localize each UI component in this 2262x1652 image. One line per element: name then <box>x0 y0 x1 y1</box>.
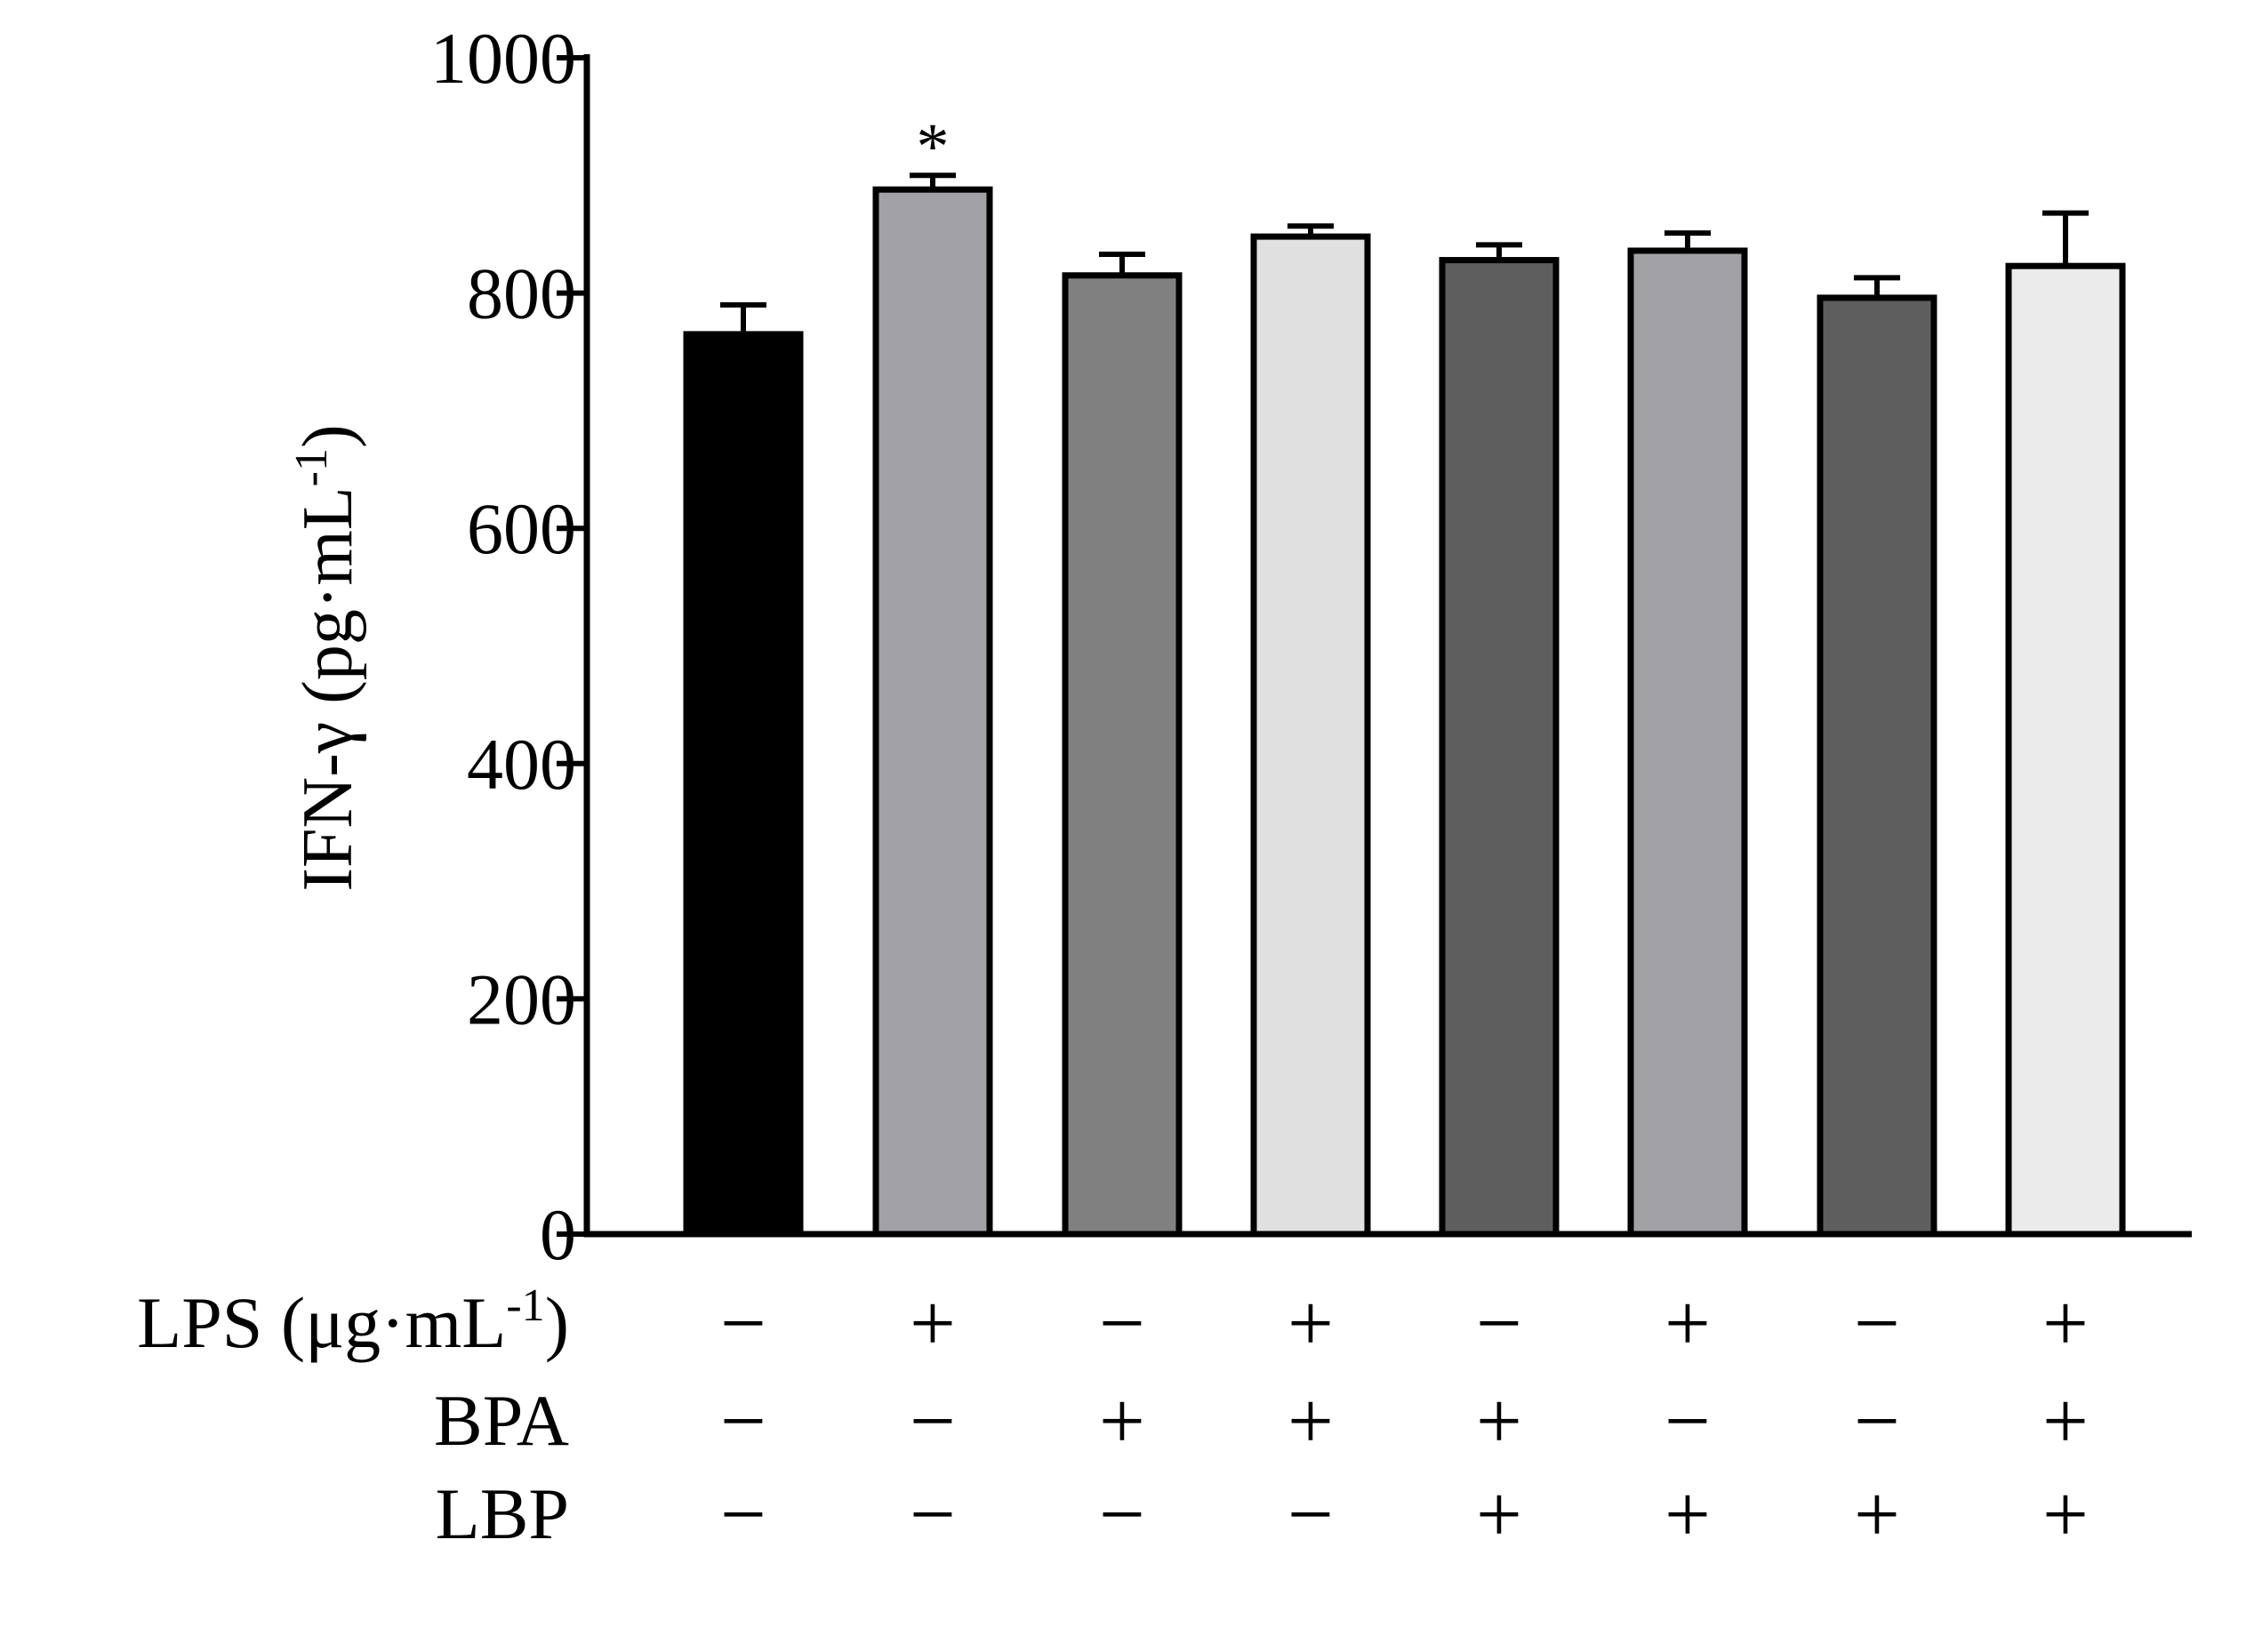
axes <box>557 54 2192 1238</box>
bar-6 <box>1627 247 1748 1238</box>
treatment-label-text: LPS (μg·mL <box>137 1282 506 1363</box>
y-tick-label: 0 <box>540 1194 576 1275</box>
plus-sign: + <box>1287 1278 1334 1368</box>
minus-sign: − <box>720 1469 766 1560</box>
plus-sign: + <box>910 1278 956 1368</box>
treatment-label-superscript: -1 <box>506 1280 544 1331</box>
error-bar-2 <box>910 172 956 190</box>
y-axis-label: IFN-γ (pg·mL-1) <box>286 424 367 891</box>
minus-sign: − <box>720 1278 766 1368</box>
plus-sign: + <box>1664 1469 1711 1560</box>
bars <box>683 186 2126 1238</box>
treatment-row-lbp: LBP − − − − + + + + <box>436 1469 2089 1560</box>
bar-7 <box>1817 294 1937 1238</box>
plus-sign: + <box>1287 1375 1334 1466</box>
y-axis-label-close: ) <box>289 424 367 448</box>
error-bar-6 <box>1664 230 1711 251</box>
error-bar-5 <box>1476 242 1522 261</box>
bar-4 <box>1250 233 1371 1238</box>
treatment-table: LPS (μg·mL-1) − + − + − + − +BPA − − + + + − − +LBP − − − − +… <box>137 1278 2089 1560</box>
error-bar-3 <box>1099 251 1145 276</box>
y-tick-label: 400 <box>467 724 576 805</box>
treatment-label: LBP <box>436 1473 569 1554</box>
y-axis-label-superscript: -1 <box>286 448 337 486</box>
treatment-row-lps: LPS (μg·mL-1) − + − + − + − + <box>137 1278 2089 1368</box>
y-tick-label: 600 <box>467 488 576 569</box>
minus-sign: − <box>910 1375 956 1466</box>
plus-sign: + <box>2042 1278 2089 1368</box>
treatment-label-close: ) <box>545 1282 569 1363</box>
y-tick-label: 200 <box>467 958 576 1039</box>
plus-sign: + <box>1664 1278 1711 1368</box>
treatment-label-text: LBP <box>436 1473 569 1554</box>
significance-marker: * <box>917 110 950 183</box>
error-bar-7 <box>1854 275 1900 298</box>
bar-1 <box>683 331 804 1238</box>
bar-3 <box>1062 272 1183 1238</box>
error-bar-8 <box>2042 210 2089 267</box>
y-tick-label: 1000 <box>430 18 576 99</box>
error-bars <box>720 172 2089 334</box>
plus-sign: + <box>1854 1469 1900 1560</box>
plus-sign: + <box>1476 1375 1522 1466</box>
y-axis-label-text: IFN-γ (pg·mL <box>289 486 367 891</box>
minus-sign: − <box>720 1375 766 1466</box>
minus-sign: − <box>1854 1278 1900 1368</box>
plus-sign: + <box>2042 1469 2089 1560</box>
bar-2 <box>872 186 993 1238</box>
minus-sign: − <box>910 1469 956 1560</box>
minus-sign: − <box>1099 1278 1145 1368</box>
minus-sign: − <box>1287 1469 1334 1560</box>
minus-sign: − <box>1099 1469 1145 1560</box>
minus-sign: − <box>1664 1375 1711 1466</box>
treatment-label: LPS (μg·mL-1) <box>137 1280 569 1363</box>
treatment-label: BPA <box>434 1380 569 1461</box>
bar-8 <box>2005 262 2126 1238</box>
labels: * 0 200 400 600 800 1000 IFN-γ (pg·mL-1) <box>286 18 950 1275</box>
error-bar-4 <box>1287 223 1334 237</box>
error-bar-1 <box>720 301 766 334</box>
bar-5 <box>1439 257 1560 1238</box>
minus-sign: − <box>1476 1278 1522 1368</box>
plus-sign: + <box>2042 1375 2089 1466</box>
plus-sign: + <box>1099 1375 1145 1466</box>
treatment-label-text: BPA <box>434 1380 569 1461</box>
minus-sign: − <box>1854 1375 1900 1466</box>
treatment-row-bpa: BPA − − + + + − − + <box>434 1375 2089 1466</box>
y-tick-label: 800 <box>467 253 576 334</box>
plus-sign: + <box>1476 1469 1522 1560</box>
